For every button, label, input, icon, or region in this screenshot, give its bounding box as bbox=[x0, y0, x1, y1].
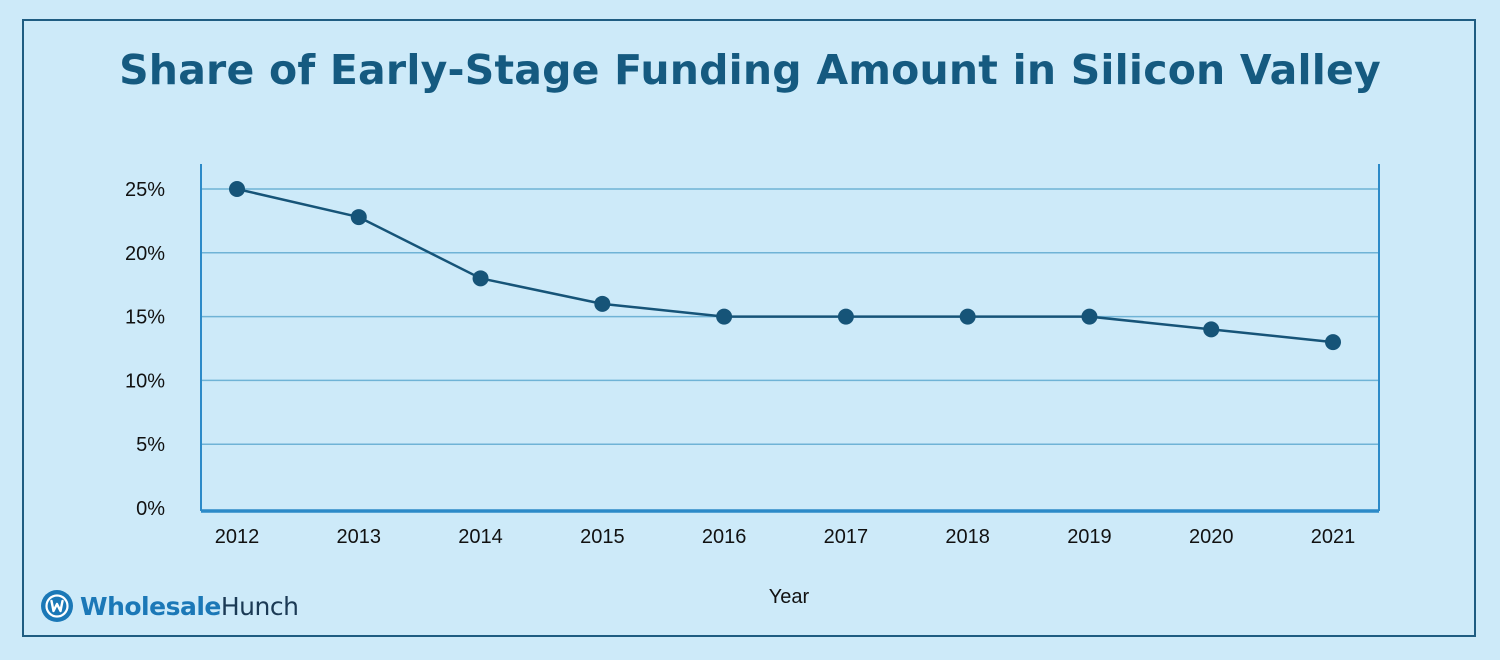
x-tick-label: 2020 bbox=[1189, 526, 1234, 548]
x-tick-label: 2015 bbox=[580, 526, 625, 548]
data-point bbox=[350, 209, 367, 226]
x-tick-label: 2014 bbox=[458, 526, 503, 548]
data-point bbox=[594, 295, 611, 312]
data-point bbox=[1325, 334, 1341, 351]
x-tick-label: 2018 bbox=[945, 526, 990, 548]
x-axis-label: Year bbox=[769, 586, 810, 608]
data-point bbox=[229, 181, 245, 197]
x-tick-label: 2016 bbox=[702, 526, 747, 548]
brand-logo-text: WholesaleHunch bbox=[80, 591, 299, 621]
data-point bbox=[472, 270, 489, 287]
chart-frame bbox=[22, 19, 1476, 637]
y-tick-label: 10% bbox=[125, 370, 165, 392]
data-point bbox=[1203, 321, 1220, 338]
x-tick-label: 2021 bbox=[1311, 526, 1356, 548]
series-line bbox=[236, 187, 1334, 344]
y-tick-label: 25% bbox=[125, 179, 165, 201]
x-tick-label: 2013 bbox=[337, 526, 382, 548]
chart-title: Share of Early-Stage Funding Amount in S… bbox=[119, 46, 1381, 94]
y-tick-label: 15% bbox=[125, 307, 165, 329]
brand-logo: WholesaleHunch bbox=[40, 588, 299, 624]
brand-logo-secondary: Hunch bbox=[220, 591, 299, 621]
data-point bbox=[837, 308, 854, 325]
y-tick-label: 20% bbox=[125, 243, 165, 265]
x-tick-label: 2019 bbox=[1067, 526, 1112, 548]
data-point bbox=[959, 308, 976, 325]
y-tick-label: 0% bbox=[136, 498, 165, 520]
wholesale-hunch-logo-icon bbox=[41, 590, 73, 622]
brand-logo-primary: Wholesale bbox=[80, 591, 221, 621]
data-point bbox=[716, 308, 733, 325]
y-tick-label: 5% bbox=[136, 434, 165, 456]
x-tick-label: 2012 bbox=[215, 526, 260, 548]
data-point bbox=[1081, 308, 1098, 325]
x-tick-label: 2017 bbox=[824, 526, 869, 548]
